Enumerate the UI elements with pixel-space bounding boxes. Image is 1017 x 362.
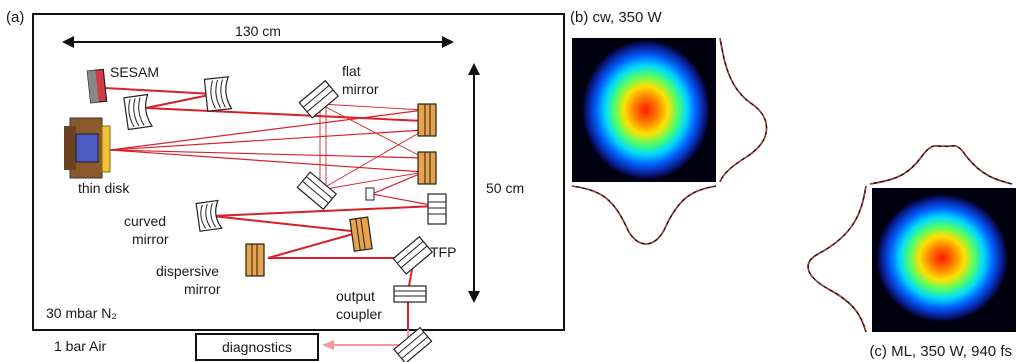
dispersive-mirror-right-top (417, 103, 437, 137)
curved-mirror-right (427, 193, 447, 225)
diagnostics-box (195, 333, 319, 361)
outside-label: 1 bar Air (54, 338, 106, 354)
curved-mirror-top (203, 76, 233, 112)
cw-horizontal-profile-curve (571, 185, 717, 245)
sesam-label: SESAM (110, 64, 159, 80)
aperture-element (365, 187, 375, 201)
flat-mirror-label-2: mirror (342, 81, 379, 97)
tfp-component (392, 235, 434, 275)
beam-profile-ml-image (872, 188, 1016, 332)
ml-horizontal-profile-fit (869, 145, 1013, 185)
curved-mirror-label-1: curved (124, 213, 166, 229)
diagnostics-label: diagnostics (222, 339, 292, 355)
dimension-130cm: 130 cm (235, 23, 281, 39)
ml-vertical-profile-fit (807, 185, 867, 333)
dispersive-mirror-middle (349, 216, 373, 252)
panel-c-title: (c) ML, 350 W, 940 fs (869, 343, 1012, 360)
curved-mirror-lower (195, 199, 223, 232)
cw-vertical-profile-fit (719, 37, 767, 183)
thin-disk-component (64, 117, 111, 179)
sesam-component (86, 68, 108, 104)
flat-mirror-label-1: flat (342, 63, 361, 79)
dispersive-mirror-lower (245, 243, 265, 277)
curved-mirror-left (123, 93, 154, 131)
panel-b-title: (b) cw, 350 W (570, 9, 663, 26)
output-coupler-label-1: output (336, 288, 375, 304)
outside-turning-mirror (393, 326, 433, 362)
horizontal-dimension-arrow (62, 36, 454, 48)
dimension-50cm: 50 cm (486, 180, 524, 196)
curved-mirror-label-2: mirror (132, 231, 169, 247)
laser-beam-paths (103, 87, 437, 331)
panel-a-tag: (a) (6, 9, 24, 26)
output-coupler-label-2: coupler (336, 306, 382, 322)
tfp-label: TFP (430, 244, 456, 260)
dispersive-mirror-right-bottom (417, 151, 437, 185)
flat-mirror-bottom (296, 171, 338, 211)
ml-horizontal-profile-curve (869, 144, 1013, 185)
output-beam-to-diagnostics (322, 340, 408, 350)
dispersive-mirror-label-1: dispersive (156, 263, 219, 279)
vertical-dimension-arrow (468, 63, 480, 303)
thin-disk-label: thin disk (78, 180, 130, 196)
beam-profile-cw-image (572, 38, 716, 182)
ml-vertical-profile-curve (807, 185, 867, 333)
output-coupler-component (393, 285, 427, 303)
atmosphere-label: 30 mbar N₂ (46, 305, 117, 321)
vacuum-enclosure (32, 13, 565, 331)
cw-horizontal-profile-fit (571, 185, 717, 245)
flat-mirror-top (298, 79, 340, 119)
dispersive-mirror-label-2: mirror (184, 281, 221, 297)
